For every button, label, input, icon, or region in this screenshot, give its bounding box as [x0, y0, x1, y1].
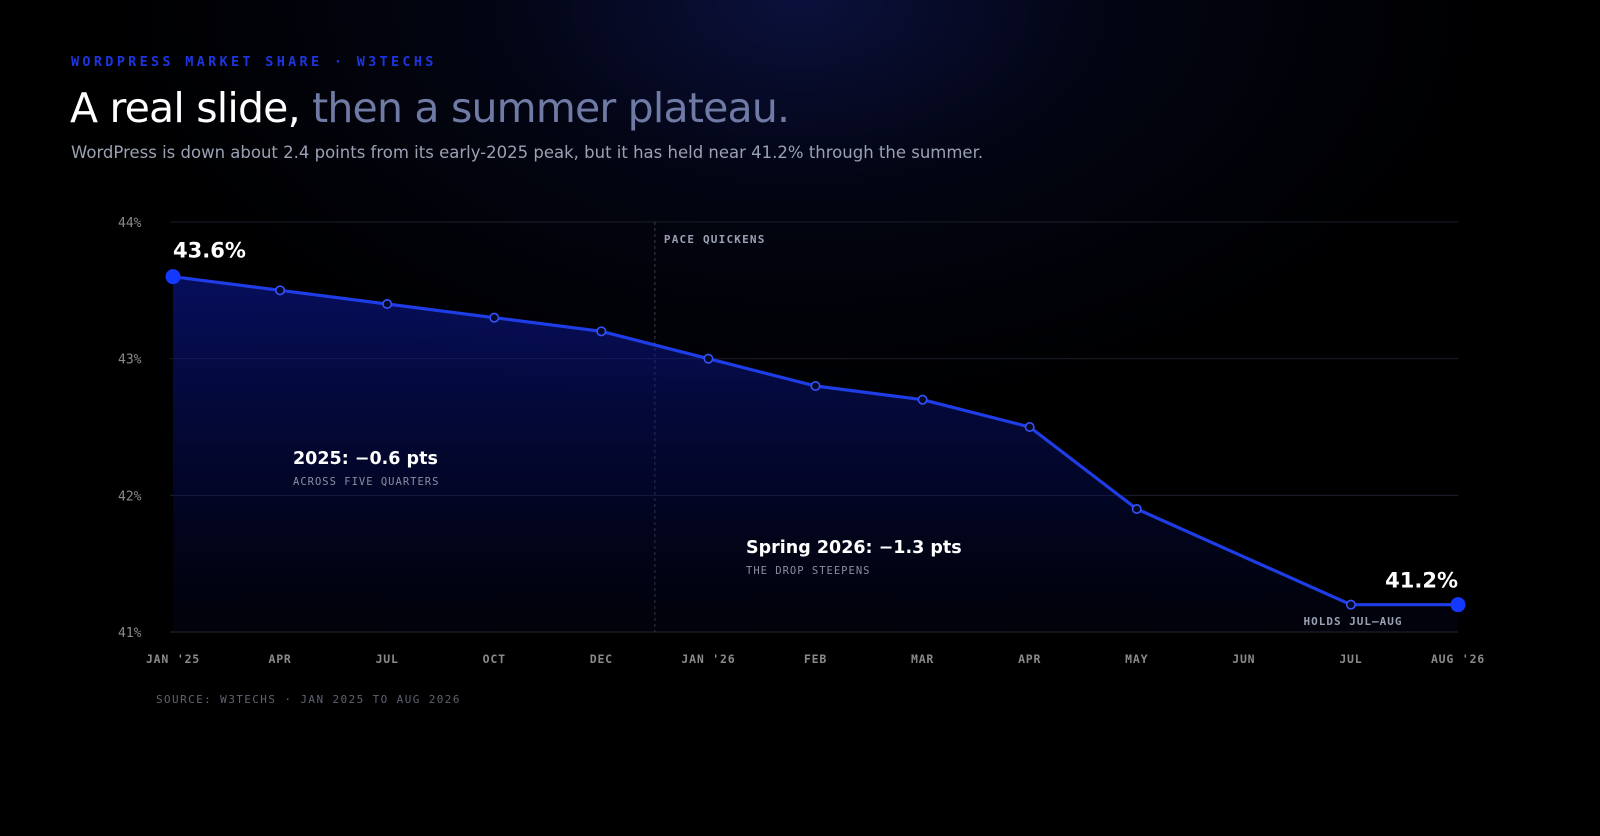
x-tick-label: JAN '25 — [146, 652, 200, 666]
data-point — [810, 380, 821, 391]
data-point — [489, 312, 500, 323]
data-point — [1024, 421, 1035, 432]
x-tick-label: JUN — [1232, 652, 1255, 666]
data-point — [1345, 599, 1356, 610]
x-tick-label: MAR — [911, 652, 934, 666]
start-value-label: 43.6% — [173, 239, 246, 263]
y-tick-label: 41% — [118, 626, 142, 641]
area-fill — [173, 276, 1458, 632]
annotation-2025-title: 2025: −0.6 pts — [293, 449, 438, 469]
data-point — [1131, 503, 1142, 514]
endpoint-dot — [165, 269, 181, 285]
page-subtitle: WordPress is down about 2.4 points from … — [71, 143, 984, 162]
annotation-plateau-note: HOLDS JUL–AUG — [1303, 615, 1402, 628]
data-points — [165, 269, 1466, 613]
annotation-2025-note: ACROSS FIVE QUARTERS — [293, 476, 439, 488]
x-axis-ticks: JAN '25 APR JUL OCT DEC JAN '26 FEB MAR APR MAY JU… — [146, 652, 1485, 666]
end-value-label: 41.2% — [1385, 569, 1458, 593]
y-axis-ticks: 41% 42% 43% 44% — [118, 216, 142, 641]
page-title: A real slide, then a summer plateau. — [70, 84, 790, 132]
x-tick-label: AUG '26 — [1431, 652, 1485, 666]
x-tick-label: FEB — [804, 652, 827, 666]
y-tick-label: 43% — [118, 353, 142, 368]
source-note: SOURCE: W3TECHS · JAN 2025 TO AUG 2026 — [156, 693, 461, 706]
series-line — [171, 275, 1460, 607]
y-tick-label: 42% — [118, 489, 142, 504]
x-tick-label: JUL — [1339, 652, 1362, 666]
data-point — [596, 326, 607, 337]
x-tick-label: MAY — [1125, 652, 1148, 666]
x-tick-label: OCT — [483, 652, 506, 666]
eyebrow-label: WORDPRESS MARKET SHARE · W3TECHS — [71, 54, 437, 70]
data-point — [275, 285, 286, 296]
headline-main: A real slide, — [70, 84, 301, 132]
x-tick-label: JAN '26 — [681, 652, 735, 666]
data-point — [917, 394, 928, 405]
data-point — [703, 353, 714, 364]
area-fill-layer — [173, 276, 1458, 632]
x-tick-label: APR — [268, 652, 291, 666]
annotation-spring-title: Spring 2026: −1.3 pts — [746, 538, 962, 558]
x-tick-label: JUL — [376, 652, 399, 666]
annotation-spring-note: THE DROP STEEPENS — [746, 565, 870, 577]
data-point — [382, 298, 393, 309]
x-tick-label: APR — [1018, 652, 1041, 666]
pace-marker-label: PACE QUICKENS — [664, 233, 766, 246]
endpoint-dot — [1450, 597, 1466, 613]
series-line-layer — [171, 275, 1460, 607]
chart-annotations: 43.6% 41.2% 2025: −0.6 pts ACROSS FIVE QUAR… — [156, 239, 1458, 706]
x-tick-label: DEC — [590, 652, 613, 666]
y-tick-label: 44% — [118, 216, 142, 231]
headline-muted: then a summer plateau. — [299, 84, 790, 132]
